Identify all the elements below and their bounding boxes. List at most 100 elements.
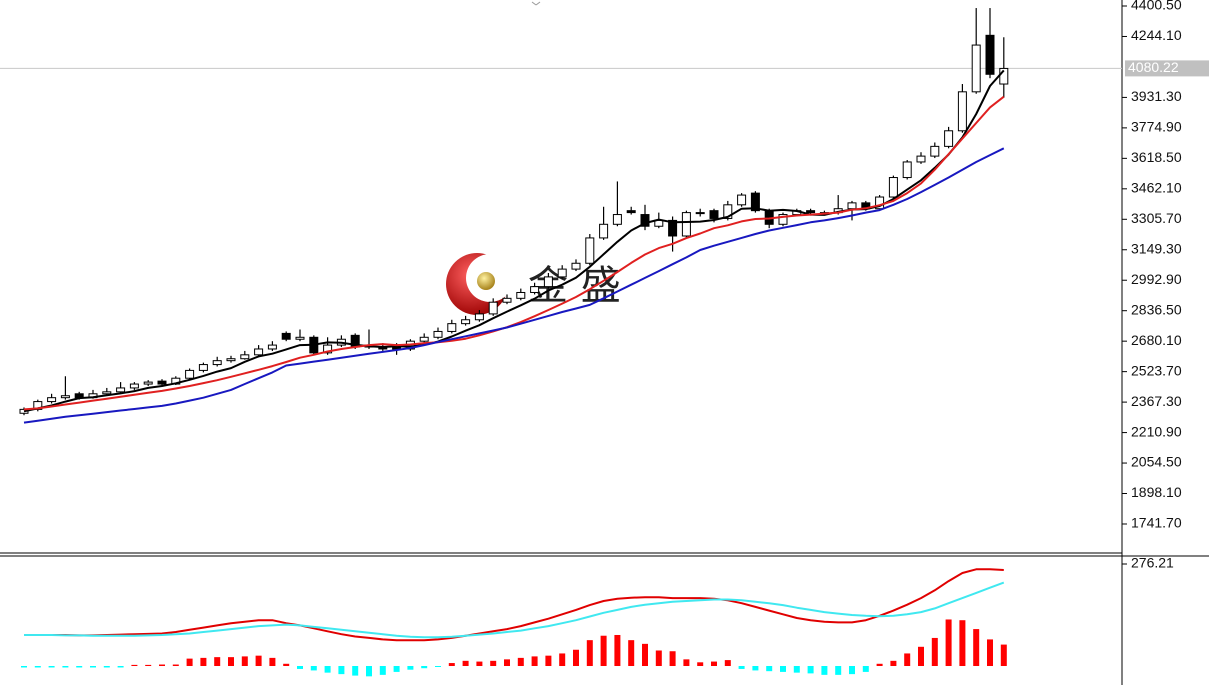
- candle-body: [902, 161, 912, 179]
- macd-bar: [379, 666, 386, 675]
- candle-body: [254, 348, 264, 356]
- macd-bar: [780, 666, 786, 672]
- macd-bar: [586, 640, 593, 667]
- candle-body: [157, 380, 167, 385]
- macd-bar: [724, 660, 731, 667]
- candle-body: [585, 237, 595, 264]
- y-tick-label: 2836.50: [1131, 301, 1182, 317]
- y-tick-label: 1898.10: [1131, 484, 1182, 500]
- macd-bar: [310, 666, 317, 671]
- candle-body: [985, 34, 995, 75]
- candle-body: [626, 210, 636, 214]
- macd-bar: [117, 666, 124, 668]
- macd-bar: [435, 666, 441, 668]
- candle-body: [129, 383, 139, 389]
- candle-body: [806, 210, 816, 214]
- macd-bar: [683, 659, 690, 667]
- macd-bar: [228, 657, 234, 667]
- macd-bar: [324, 666, 331, 673]
- candle-body: [212, 360, 222, 366]
- macd-bar: [172, 664, 179, 667]
- candle-body: [930, 145, 940, 157]
- macd-bar: [338, 666, 345, 675]
- macd-bar: [283, 663, 290, 667]
- candle-body: [957, 91, 967, 132]
- candle-body: [116, 387, 126, 393]
- candle-body: [185, 369, 195, 379]
- macd-bar: [876, 663, 883, 667]
- macd-bar: [517, 657, 524, 667]
- macd-bar: [628, 640, 635, 667]
- candle-body: [543, 276, 553, 288]
- macd-bar: [145, 664, 152, 667]
- candle-body: [419, 336, 429, 342]
- candle-body: [695, 212, 705, 215]
- macd-bar: [890, 660, 897, 667]
- candle-body: [474, 313, 484, 321]
- candle-body: [60, 395, 70, 399]
- candle-body: [198, 364, 208, 371]
- candle-body: [516, 291, 526, 299]
- y-tick-label: 4400.50: [1131, 0, 1182, 13]
- ma-line: [24, 568, 1004, 642]
- candle-body: [778, 214, 788, 225]
- candle-body: [847, 202, 857, 210]
- current-price-box: [1125, 60, 1209, 77]
- candle-body: [295, 336, 305, 340]
- candle-body: [557, 268, 567, 278]
- candle-body: [668, 219, 678, 237]
- current-price-label: 4080.22: [1128, 59, 1179, 75]
- y-tick-label: 3462.10: [1131, 180, 1182, 196]
- macd-bar: [793, 666, 800, 673]
- y-tick-label: 3149.30: [1131, 240, 1182, 256]
- candle-body: [447, 323, 457, 332]
- macd-bar: [904, 653, 911, 667]
- candle-body: [267, 344, 277, 350]
- macd-bar: [76, 666, 83, 668]
- macd-bar: [48, 666, 55, 668]
- macd-bar: [462, 660, 469, 667]
- y-tick-label: 2054.50: [1131, 454, 1182, 470]
- candle-body: [888, 177, 898, 198]
- macd-bar: [918, 646, 924, 667]
- logo-dot: [477, 272, 495, 290]
- candle-body: [571, 262, 581, 270]
- candle-body: [143, 381, 153, 385]
- macd-bar: [614, 634, 621, 667]
- candle-body: [971, 44, 981, 93]
- candle-body: [102, 391, 112, 395]
- y-tick-label: 3774.90: [1131, 119, 1182, 135]
- candle-body: [750, 192, 760, 212]
- macd-bar: [738, 666, 745, 669]
- candle-body: [916, 155, 926, 163]
- macd-bar: [476, 661, 483, 667]
- ma-line: [23, 147, 1005, 424]
- macd-bar: [545, 655, 552, 667]
- candle-body: [226, 358, 236, 362]
- candle-body: [599, 223, 609, 239]
- macd-bar: [255, 655, 262, 667]
- macd-bar: [241, 656, 248, 667]
- candle-body: [723, 204, 733, 219]
- y-tick-label: 1741.70: [1131, 515, 1182, 531]
- candle-body: [944, 130, 954, 147]
- macd-bar: [752, 666, 759, 671]
- candle-body: [612, 214, 622, 225]
- macd-bar: [973, 629, 980, 667]
- macd-bar: [352, 666, 359, 676]
- watermark: 金 盛: [528, 263, 621, 309]
- macd-bar: [931, 637, 938, 667]
- logo: [446, 253, 514, 315]
- y-tick-label: 2523.70: [1131, 362, 1182, 378]
- macd-bar: [766, 666, 773, 672]
- macd-bar: [531, 656, 538, 667]
- y-tick-label: 276.21: [1131, 555, 1174, 571]
- candle-body: [502, 297, 512, 303]
- ma-line: [24, 581, 1005, 639]
- macd-bar: [366, 666, 372, 677]
- y-tick-label: 2210.90: [1131, 423, 1182, 439]
- macd-bar: [131, 664, 138, 667]
- macd-bar: [103, 666, 110, 668]
- macd-bar: [669, 651, 676, 667]
- candle-body: [530, 286, 540, 293]
